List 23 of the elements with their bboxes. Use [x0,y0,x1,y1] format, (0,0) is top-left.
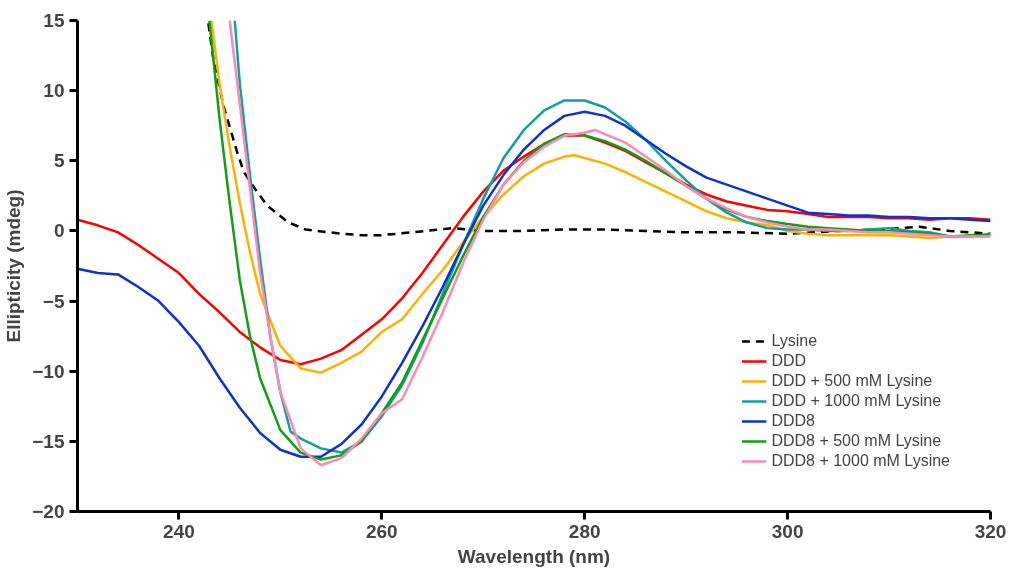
legend-label: DDD [771,351,807,371]
legend-label: DDD8 [771,411,815,431]
x-tick-label: 240 [163,520,195,542]
y-tick-label: −15 [32,430,65,452]
y-tick-label: 5 [53,150,65,172]
y-tick-label: −5 [42,290,65,312]
line-series [207,22,991,237]
legend-label: Lysine [771,331,818,351]
y-tick-label: 0 [53,220,65,242]
x-axis-title: Wavelength (nm) [457,545,611,567]
x-tick-label: 260 [365,520,398,542]
y-tick-label: −20 [32,501,65,522]
x-tick-label: 300 [771,520,804,542]
legend-label: DDD8 + 500 mM Lysine [771,431,942,451]
x-tick-label: 280 [568,520,601,542]
legend-label: DDD + 500 mM Lysine [771,371,933,391]
x-tick-label: 320 [974,520,1007,542]
y-tick-label: 10 [43,80,65,102]
y-tick-label: 15 [43,10,65,31]
legend-label: DDD8 + 1000 mM Lysine [771,451,950,471]
legend-label: DDD + 1000 mM Lysine [771,391,942,411]
y-tick-label: −10 [32,360,65,382]
y-axis-title: Ellipticity (mdeg) [3,189,25,343]
